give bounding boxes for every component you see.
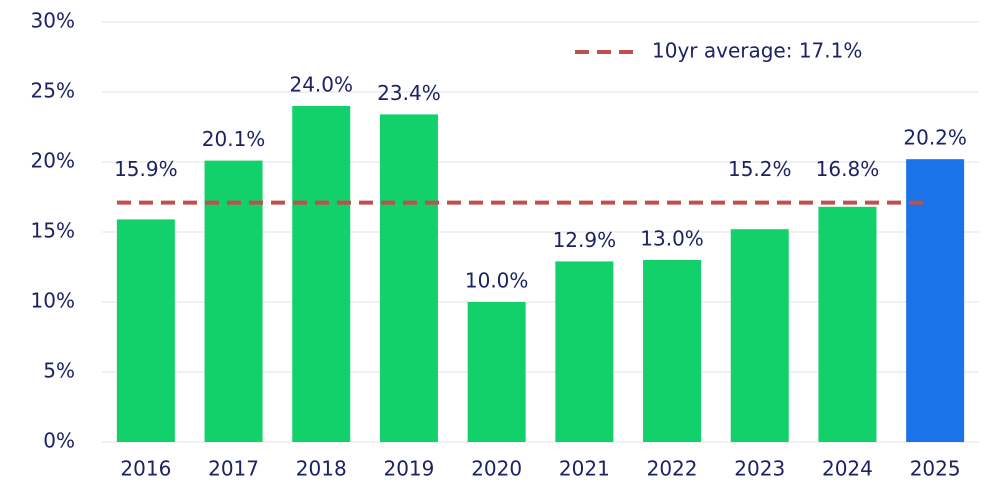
x-tick-label: 2024 [822,457,873,481]
y-tick-label: 0% [43,429,75,453]
x-tick-label: 2021 [559,457,610,481]
data-label: 10.0% [465,269,529,293]
data-label: 16.8% [816,157,880,181]
y-tick-label: 20% [31,149,75,173]
bar [116,219,175,442]
data-label: 20.2% [903,126,967,150]
y-tick-label: 25% [31,79,75,103]
x-tick-label: 2022 [647,457,698,481]
bar [467,302,526,442]
data-label: 24.0% [289,73,353,97]
x-tick-label: 2017 [208,457,259,481]
y-tick-label: 30% [31,9,75,33]
x-tick-label: 2016 [120,457,171,481]
bar [379,114,438,443]
data-label: 20.1% [202,127,266,151]
data-label: 23.4% [377,81,441,105]
bar [906,159,965,442]
y-tick-label: 5% [43,359,75,383]
x-tick-label: 2025 [910,457,961,481]
bar [292,106,351,442]
y-tick-label: 15% [31,219,75,243]
legend-label: 10yr average: 17.1% [652,39,862,63]
x-tick-label: 2018 [296,457,347,481]
x-tick-label: 2023 [734,457,785,481]
data-label: 12.9% [553,228,617,252]
x-tick-label: 2020 [471,457,522,481]
data-label: 15.9% [114,157,178,181]
y-tick-label: 10% [31,289,75,313]
x-tick-label: 2019 [383,457,434,481]
data-label: 15.2% [728,157,792,181]
data-label: 13.0% [640,227,704,251]
bar [643,260,702,442]
bar [818,206,877,442]
bar [555,261,614,442]
bar [730,229,789,442]
bar [204,160,263,442]
